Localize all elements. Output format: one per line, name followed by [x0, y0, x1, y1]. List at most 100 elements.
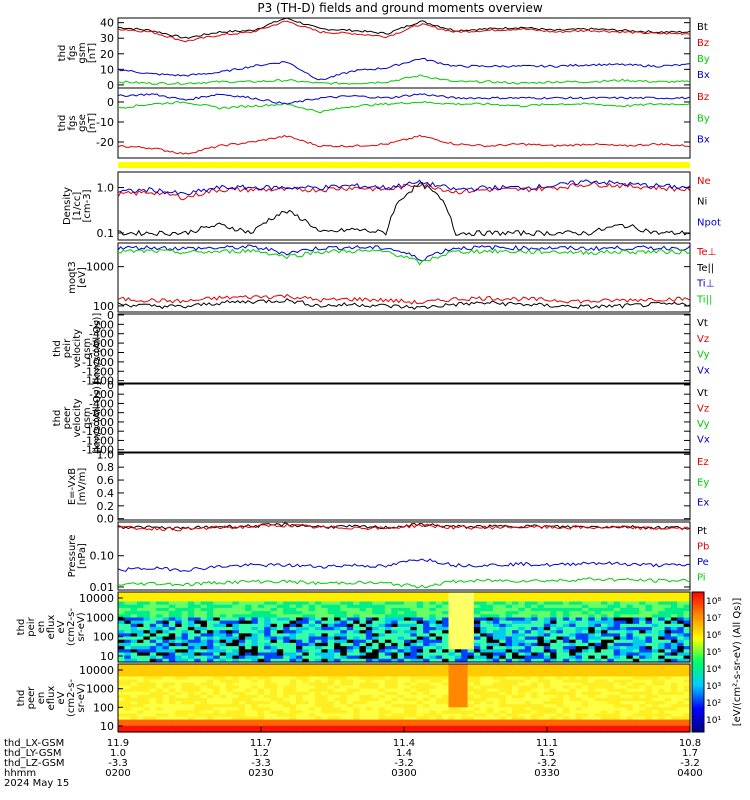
spectrogram-cell	[327, 710, 335, 715]
spectrogram-cell	[575, 722, 583, 727]
spectrogram-cell	[334, 676, 342, 681]
spectrogram-cell	[270, 630, 278, 634]
spectrogram-cell	[607, 688, 615, 693]
spectrogram-cell	[334, 728, 342, 733]
spectrogram-cell	[315, 664, 322, 668]
spectrogram-cell	[473, 636, 481, 641]
spectrogram-cell	[289, 598, 297, 603]
spectrogram-cell	[302, 592, 310, 596]
spectrogram-cell	[296, 639, 303, 644]
spectrogram-cell	[480, 688, 488, 693]
spectrogram-cell	[327, 604, 335, 609]
spectrogram-cell	[651, 611, 659, 615]
spectrogram-cell	[639, 691, 647, 696]
spectrogram-cell	[302, 646, 310, 650]
spectrogram-cell	[531, 601, 539, 606]
spectrogram-cell	[156, 698, 164, 702]
spectrogram-cell	[518, 704, 526, 708]
spectrogram-cell	[251, 670, 259, 674]
spectrogram-cell	[200, 679, 208, 684]
spectrogram-cell	[435, 607, 443, 612]
spectrogram-cell	[353, 658, 361, 663]
spectrogram-cell	[601, 611, 608, 615]
spectrogram-cell	[168, 658, 176, 663]
spectrogram-cell	[308, 617, 316, 622]
spectrogram-cell	[639, 642, 647, 647]
spectrogram-cell	[315, 639, 322, 644]
spectrogram-cell	[454, 688, 462, 693]
spectrogram-cell	[130, 642, 138, 647]
spectrogram-cell	[143, 595, 151, 599]
spectrogram-cell	[537, 598, 545, 603]
spectrogram-cell	[518, 701, 526, 705]
spectrogram-cell	[429, 728, 437, 733]
spectrogram-cell	[556, 685, 564, 690]
spectrogram-cell	[493, 611, 500, 615]
spectrogram-cell	[683, 688, 691, 693]
spectrogram-cell	[232, 598, 240, 603]
spectrogram-cell	[283, 716, 291, 721]
spectrogram-cell	[130, 704, 138, 708]
spectrogram-cell	[353, 670, 361, 674]
spectrogram-cell	[340, 646, 348, 650]
spectrogram-cell	[626, 719, 634, 724]
spectrogram-cell	[181, 649, 189, 654]
spectrogram-cell	[467, 691, 475, 696]
spectrogram-cell	[359, 642, 367, 647]
spectrogram-cell	[143, 646, 151, 650]
spectrogram-cell	[276, 658, 284, 663]
spectrogram-cell	[321, 607, 329, 612]
spectrogram-cell	[442, 627, 450, 631]
spectrogram-cell	[575, 642, 583, 647]
spectrogram-cell	[156, 728, 164, 733]
spectrogram-cell	[658, 667, 666, 671]
spectrogram-cell	[302, 639, 310, 644]
spectrogram-cell	[168, 688, 176, 693]
spectrogram-cell	[435, 604, 443, 609]
spectrogram-cell	[181, 670, 189, 674]
spectrogram-cell	[448, 639, 456, 644]
spectrogram-cell	[391, 685, 399, 690]
spectrogram-cell	[473, 604, 481, 609]
spectrogram-cell	[429, 679, 437, 684]
spectrogram-cell	[340, 728, 348, 733]
spectrogram-cell	[423, 642, 431, 647]
ylabel-line: thd	[52, 340, 63, 357]
spectrogram-cell	[397, 633, 405, 638]
spectrogram-cell	[378, 639, 386, 644]
spectrogram-cell	[283, 676, 291, 681]
spectrogram-cell	[213, 633, 221, 638]
spectrogram-cell	[340, 630, 348, 634]
spectrogram-cell	[302, 676, 310, 681]
spectrogram-cell	[149, 664, 157, 668]
spectrogram-cell	[613, 620, 621, 625]
spectrogram-cell	[683, 623, 691, 628]
spectrogram-cell	[226, 682, 233, 687]
spectrogram-cell	[454, 707, 462, 711]
spectrogram-cell	[384, 685, 392, 690]
spectrogram-cell	[207, 698, 214, 702]
spectrogram-cell	[270, 664, 278, 668]
spectrogram-cell	[118, 617, 125, 622]
spectrogram-cell	[626, 639, 634, 644]
ylabel-line: eflux	[46, 615, 57, 640]
spectrogram-cell	[232, 655, 240, 660]
spectrogram-cell	[175, 679, 183, 684]
spectrogram-cell	[219, 701, 227, 705]
spectrogram-cell	[404, 722, 411, 727]
spectrogram-cell	[308, 725, 316, 730]
spectrogram-cell	[486, 667, 494, 671]
spectrogram-cell	[569, 617, 577, 622]
spectrogram-cell	[416, 710, 424, 715]
spectrogram-cell	[588, 633, 596, 638]
spectrogram-cell	[626, 636, 634, 641]
spectrogram-cell	[137, 639, 145, 644]
spectrogram-cell	[238, 685, 246, 690]
spectrogram-cell	[359, 713, 367, 718]
spectrogram-cell	[442, 688, 450, 693]
spectrogram-cell	[156, 611, 164, 615]
spectrogram-cell	[423, 682, 431, 687]
ytick-label: 10	[100, 720, 114, 733]
spectrogram-cell	[505, 722, 513, 727]
spectrogram-cell	[168, 642, 176, 647]
